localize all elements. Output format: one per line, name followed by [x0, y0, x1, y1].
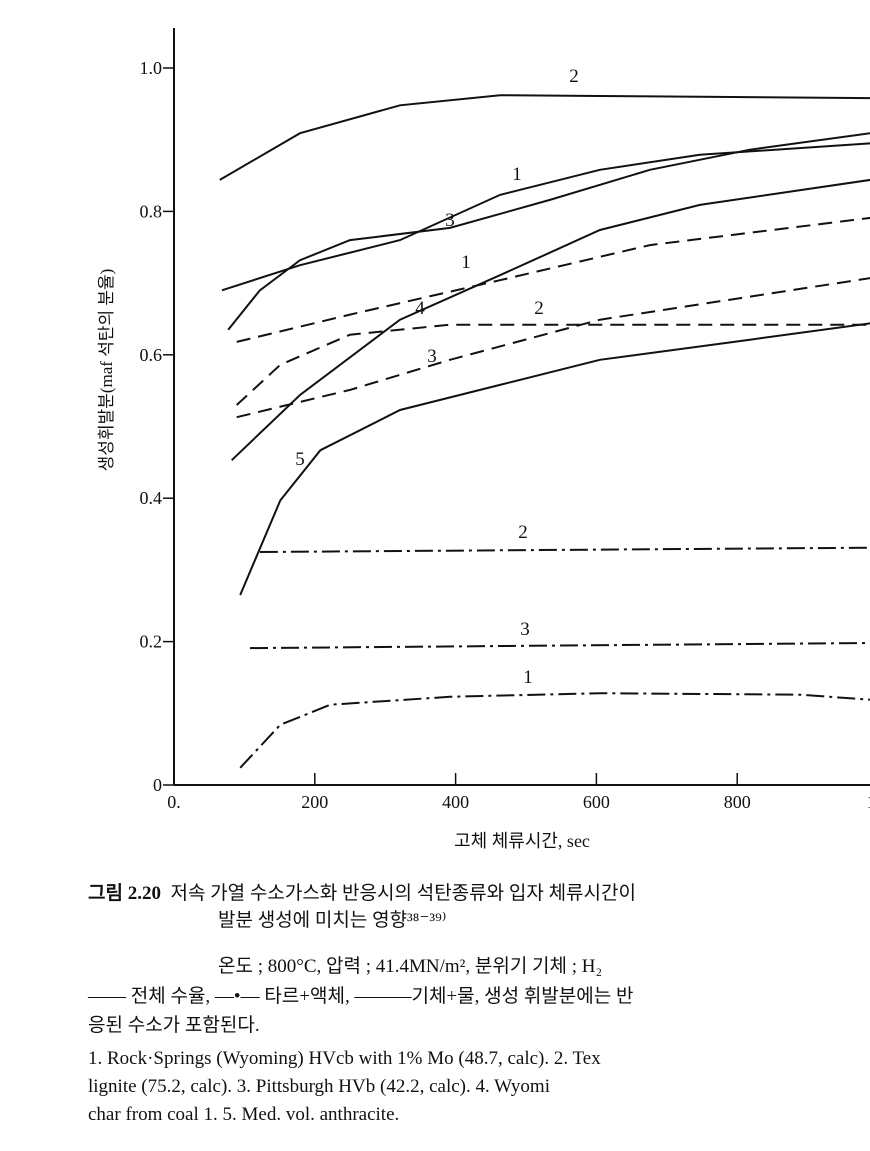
series-line — [231, 178, 870, 461]
x-tick-label: 200 — [301, 792, 328, 812]
series-line — [219, 94, 870, 181]
y-tick-label: 0.2 — [140, 632, 163, 652]
x-tick-label: 0. — [167, 792, 181, 812]
caption-line: 응된 수소가 포함된다. — [88, 1015, 260, 1036]
series-label: 1 — [461, 252, 471, 273]
chart: 생성휘발분(maf 석탄의 분율) 고체 체류시간, sec 00.20.40.… — [97, 28, 870, 851]
figure-number: 그림 2.20 — [88, 883, 161, 904]
x-axis-label: 고체 체류시간, sec — [454, 831, 590, 851]
series-label: 2 — [569, 66, 579, 87]
y-tick-label: 0 — [153, 775, 162, 795]
caption-line: lignite (75.2, calc). 3. Pittsburgh HVb … — [88, 1076, 550, 1097]
y-axis-label: 생성휘발분(maf 석탄의 분율) — [97, 269, 116, 472]
series-label: 1 — [523, 667, 533, 688]
y-tick-label: 0.8 — [140, 201, 163, 221]
series-label: 5 — [295, 449, 305, 470]
y-tick-label: 0.6 — [140, 345, 163, 365]
series-label: 3 — [445, 210, 455, 231]
x-tick-label: 800 — [724, 792, 751, 812]
series-line — [236, 216, 870, 343]
series-label: 1 — [512, 164, 522, 185]
series-label: 4 — [415, 298, 425, 319]
series-line — [239, 322, 870, 596]
y-tick-label: 0.4 — [140, 488, 163, 508]
series-line — [259, 546, 870, 553]
caption-line: 그림 2.20 저속 가열 수소가스화 반응시의 석탄종류와 입자 체류시간이 — [88, 880, 636, 907]
series-label: 3 — [427, 346, 437, 367]
series-label: 3 — [520, 619, 530, 640]
series-line — [239, 692, 870, 769]
x-tick-label: 400 — [442, 792, 469, 812]
caption-line: 온도 ; 800°C, 압력 ; 41.4MN/m², 분위기 기체 ; H₂ — [218, 956, 603, 977]
caption-line: —— 전체 수율, —•— 타르+액체, ———기체+물, 생성 휘발분에는 반 — [88, 986, 634, 1007]
series-label: 2 — [518, 522, 528, 543]
x-tick-label: 1,0 — [867, 792, 870, 812]
x-tick-label: 600 — [583, 792, 610, 812]
caption-line: 발분 생성에 미치는 영향³⁸⁻³⁹⁾ — [218, 910, 447, 931]
series-line — [236, 277, 870, 419]
caption-line: 1. Rock·Springs (Wyoming) HVcb with 1% M… — [88, 1048, 601, 1069]
series-label: 2 — [534, 298, 544, 319]
y-tick-label: 1.0 — [140, 58, 163, 78]
series-line — [236, 323, 870, 406]
series-line — [227, 132, 870, 331]
series-line — [249, 642, 870, 650]
series-line — [221, 142, 870, 292]
caption-line: char from coal 1. 5. Med. vol. anthracit… — [88, 1104, 400, 1125]
caption-text: 저속 가열 수소가스화 반응시의 석탄종류와 입자 체류시간이 — [170, 883, 636, 904]
